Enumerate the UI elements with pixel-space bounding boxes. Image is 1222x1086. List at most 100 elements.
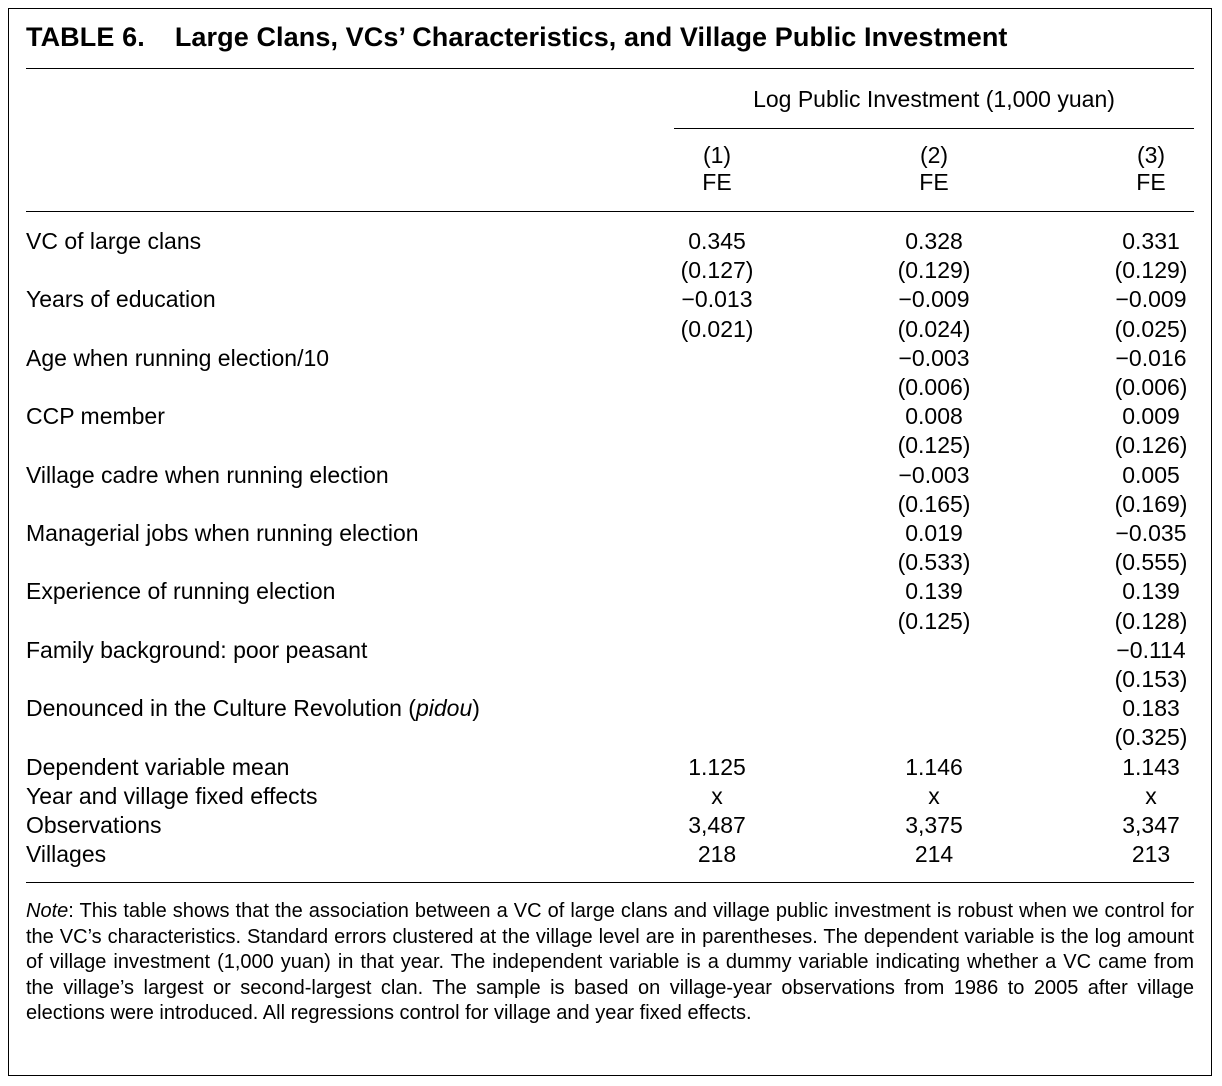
table-row: (0.127) (0.129) (0.129) — [26, 256, 1194, 285]
table-row: Denounced in the Culture Revolution (pid… — [26, 694, 1194, 723]
row-label: Village cadre when running election — [26, 461, 389, 488]
table-cell-col2: (0.006) — [897, 374, 971, 400]
table-cell-col2: (0.125) — [897, 432, 971, 459]
column-number: (2) — [919, 142, 949, 168]
table-row: (0.006) (0.006) — [26, 373, 1194, 402]
table-cell-col2: (0.129) — [897, 257, 971, 284]
row-label-prefix: Denounced in the Culture Revolution ( — [26, 695, 416, 722]
header-rule — [26, 211, 1194, 212]
table-row: (0.533) (0.555) — [26, 548, 1194, 577]
table-cell-col1: 1.125 — [688, 753, 746, 780]
table-row: (0.021) (0.024) (0.025) — [26, 315, 1194, 344]
table-row: VC of large clans 0.345 0.328 0.331 — [26, 227, 1194, 256]
table-cell-col2: 0.019 — [905, 520, 963, 546]
row-label: Family background: poor peasant — [26, 636, 368, 663]
spanner-rule — [674, 128, 1194, 129]
table-row: Year and village fixed effects x x x — [26, 782, 1194, 811]
column-spanner: Log Public Investment (1,000 yuan) — [753, 86, 1115, 112]
table-cell-col3: −0.016 — [1115, 344, 1187, 371]
column-method: FE — [1136, 169, 1166, 195]
column-header-1: (1) FE — [657, 142, 777, 196]
table-cell-col3: (0.169) — [1114, 490, 1188, 517]
table-cell-col3: (0.129) — [1114, 257, 1188, 284]
note-label: Note — [26, 900, 69, 922]
table-title: TABLE 6. Large Clans, VCs’ Characteristic… — [26, 22, 1008, 53]
row-label: Villages — [26, 841, 107, 868]
table-cell-col3: 0.331 — [1122, 228, 1180, 254]
table-cell-col2: (0.024) — [897, 315, 971, 342]
table-frame — [8, 8, 1212, 1076]
table-cell-col1: 218 — [697, 841, 737, 868]
table-row: Family background: poor peasant −0.114 — [26, 636, 1194, 665]
table-cell-col1: 3,487 — [688, 812, 746, 838]
table-row: (0.325) — [26, 723, 1194, 752]
table-cell-col1: x — [711, 782, 723, 809]
table-cell-col3: 0.009 — [1122, 403, 1180, 430]
note-text: : This table shows that the association … — [26, 900, 1194, 1024]
table-cell-col2: x — [928, 782, 940, 809]
table-cell-col1: (0.127) — [680, 257, 754, 284]
table-cell-col2: 0.328 — [905, 228, 963, 254]
table-number: TABLE 6. — [26, 22, 145, 52]
table-row: Dependent variable mean 1.125 1.146 1.143 — [26, 753, 1194, 782]
table-cell-col3: (0.325) — [1114, 724, 1188, 751]
top-rule — [26, 68, 1194, 69]
row-label: VC of large clans — [26, 228, 202, 254]
table-row: (0.125) (0.128) — [26, 607, 1194, 636]
bottom-rule — [26, 882, 1194, 883]
table-row: (0.153) — [26, 665, 1194, 694]
table-cell-col2: (0.125) — [897, 607, 971, 634]
table-cell-col3: −0.035 — [1115, 520, 1187, 546]
table-cell-col3: (0.006) — [1114, 374, 1188, 400]
table-cell-col3: 3,347 — [1122, 812, 1180, 838]
table-cell-col3: −0.114 — [1116, 636, 1186, 663]
column-method: FE — [919, 169, 949, 195]
row-label: Age when running election/10 — [26, 344, 330, 371]
row-label: Years of education — [26, 286, 216, 313]
table-cell-col3: (0.555) — [1114, 549, 1188, 576]
table-row: Villages 218 214 213 — [26, 840, 1194, 869]
table-cell-col3: (0.025) — [1114, 315, 1188, 342]
row-label: Denounced in the Culture Revolution (pid… — [26, 694, 480, 723]
table-cell-col3: 1.143 — [1122, 753, 1180, 780]
table-row: Observations 3,487 3,375 3,347 — [26, 811, 1194, 840]
table-cell-col2: −0.009 — [898, 286, 970, 313]
table-cell-col3: 0.139 — [1122, 578, 1180, 605]
column-method: FE — [702, 169, 732, 195]
table-cell-col3: −0.009 — [1115, 286, 1187, 313]
column-header-2: (2) FE — [874, 142, 994, 196]
table-row: Experience of running election 0.139 0.139 — [26, 577, 1194, 606]
table-cell-col2: 0.008 — [905, 403, 963, 430]
row-label-italic: pidou — [415, 695, 473, 722]
table-cell-col2: −0.003 — [898, 461, 970, 488]
column-number: (1) — [702, 142, 732, 168]
table-row: Age when running election/10 −0.003 −0.016 — [26, 344, 1194, 373]
table-note: Note: This table shows that the associat… — [26, 899, 1194, 1027]
table-row: Years of education −0.013 −0.009 −0.009 — [26, 285, 1194, 314]
row-label: Experience of running election — [26, 578, 336, 605]
row-label: Managerial jobs when running election — [26, 520, 419, 546]
table-cell-col3: (0.126) — [1114, 432, 1188, 459]
table-title-text: Large Clans, VCs’ Characteristics, and V… — [174, 22, 1008, 52]
table-cell-col3: (0.153) — [1114, 666, 1188, 692]
table-cell-col2: −0.003 — [898, 344, 970, 371]
table-cell-col2: 3,375 — [905, 812, 963, 838]
row-label-suffix: ) — [472, 695, 480, 722]
table-cell-col2: 0.139 — [905, 578, 963, 605]
table-cell-col3: 0.005 — [1122, 461, 1180, 488]
table-cell-col3: x — [1145, 782, 1157, 809]
table-row: Managerial jobs when running election 0.0… — [26, 519, 1194, 548]
table-cell-col1: −0.013 — [681, 286, 753, 313]
table-cell-col3: (0.128) — [1114, 607, 1188, 634]
table-cell-col2: (0.165) — [897, 490, 971, 517]
table-cell-col3: 0.183 — [1122, 695, 1180, 722]
column-header-3: (3) FE — [1091, 142, 1211, 196]
table-row: (0.165) (0.169) — [26, 490, 1194, 519]
table-cell-col1: 0.345 — [688, 228, 746, 254]
table-row: Village cadre when running election −0.00… — [26, 461, 1194, 490]
row-label: Year and village fixed effects — [26, 782, 318, 809]
table-cell-col2: 214 — [914, 841, 954, 868]
table-cell-col2: 1.146 — [905, 753, 963, 780]
column-number: (3) — [1136, 142, 1166, 168]
table-cell-col1: (0.021) — [680, 315, 754, 342]
